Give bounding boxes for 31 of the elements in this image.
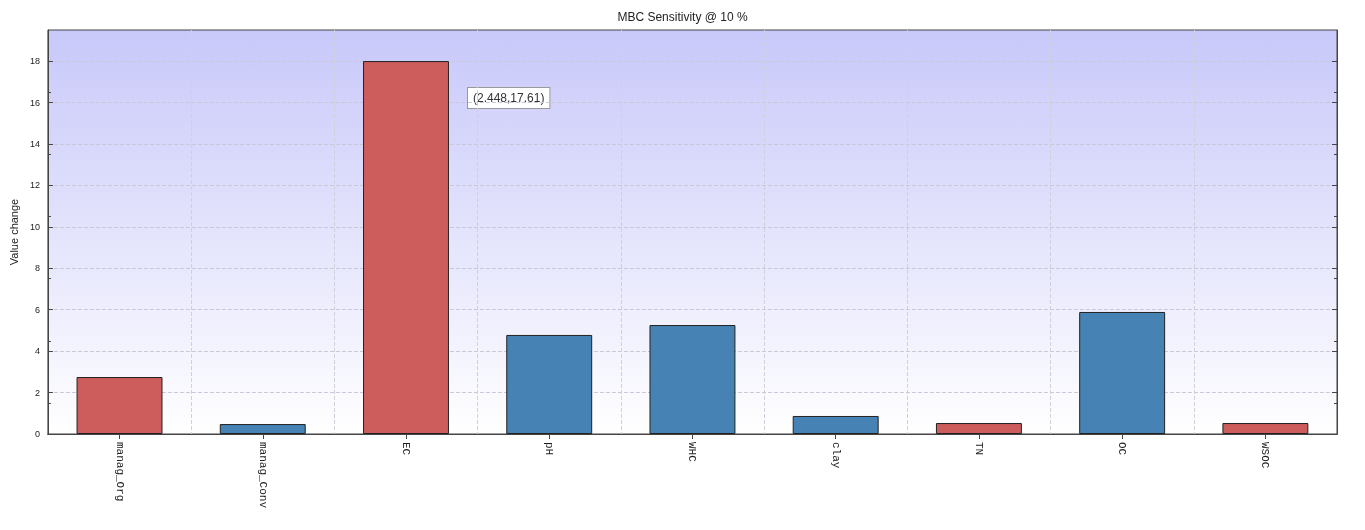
x-tick-label: manag_Org xyxy=(113,442,126,502)
bar xyxy=(792,415,879,434)
y-tick-label: 14 xyxy=(29,138,40,149)
bar xyxy=(1079,311,1166,434)
bar xyxy=(506,334,593,434)
x-tick-label: OC xyxy=(1116,442,1129,456)
x-tick-label: WHC xyxy=(686,442,699,463)
bar xyxy=(363,61,449,434)
y-tick-label: 12 xyxy=(29,180,40,191)
y-tick-label: 2 xyxy=(34,387,40,398)
bar xyxy=(649,325,736,434)
bar xyxy=(219,424,306,434)
y-tick-label: 4 xyxy=(34,346,40,357)
x-tick-label: EC xyxy=(399,442,412,456)
x-tick-label: clay xyxy=(829,442,842,469)
y-tick-label: 8 xyxy=(34,263,40,274)
x-tick-label: manag_Conv xyxy=(256,442,269,509)
bar xyxy=(76,377,163,434)
annotation: (2.448,17.61) xyxy=(473,91,545,105)
y-tick-label: 6 xyxy=(34,304,40,315)
y-tick-label: 0 xyxy=(34,429,40,439)
bar xyxy=(935,423,1022,434)
chart-title: MBC Sensitivity @ 10 % xyxy=(617,10,748,24)
bar xyxy=(1222,423,1309,434)
x-tick-label: TN xyxy=(972,442,985,456)
x-tick-label: WSOC xyxy=(1259,442,1272,469)
y-axis-title: Value change xyxy=(7,198,20,266)
x-tick-label: pH xyxy=(543,442,556,456)
y-tick-label: 10 xyxy=(29,221,40,232)
y-tick-label: 16 xyxy=(29,97,40,108)
y-tick-label: 18 xyxy=(29,56,40,67)
